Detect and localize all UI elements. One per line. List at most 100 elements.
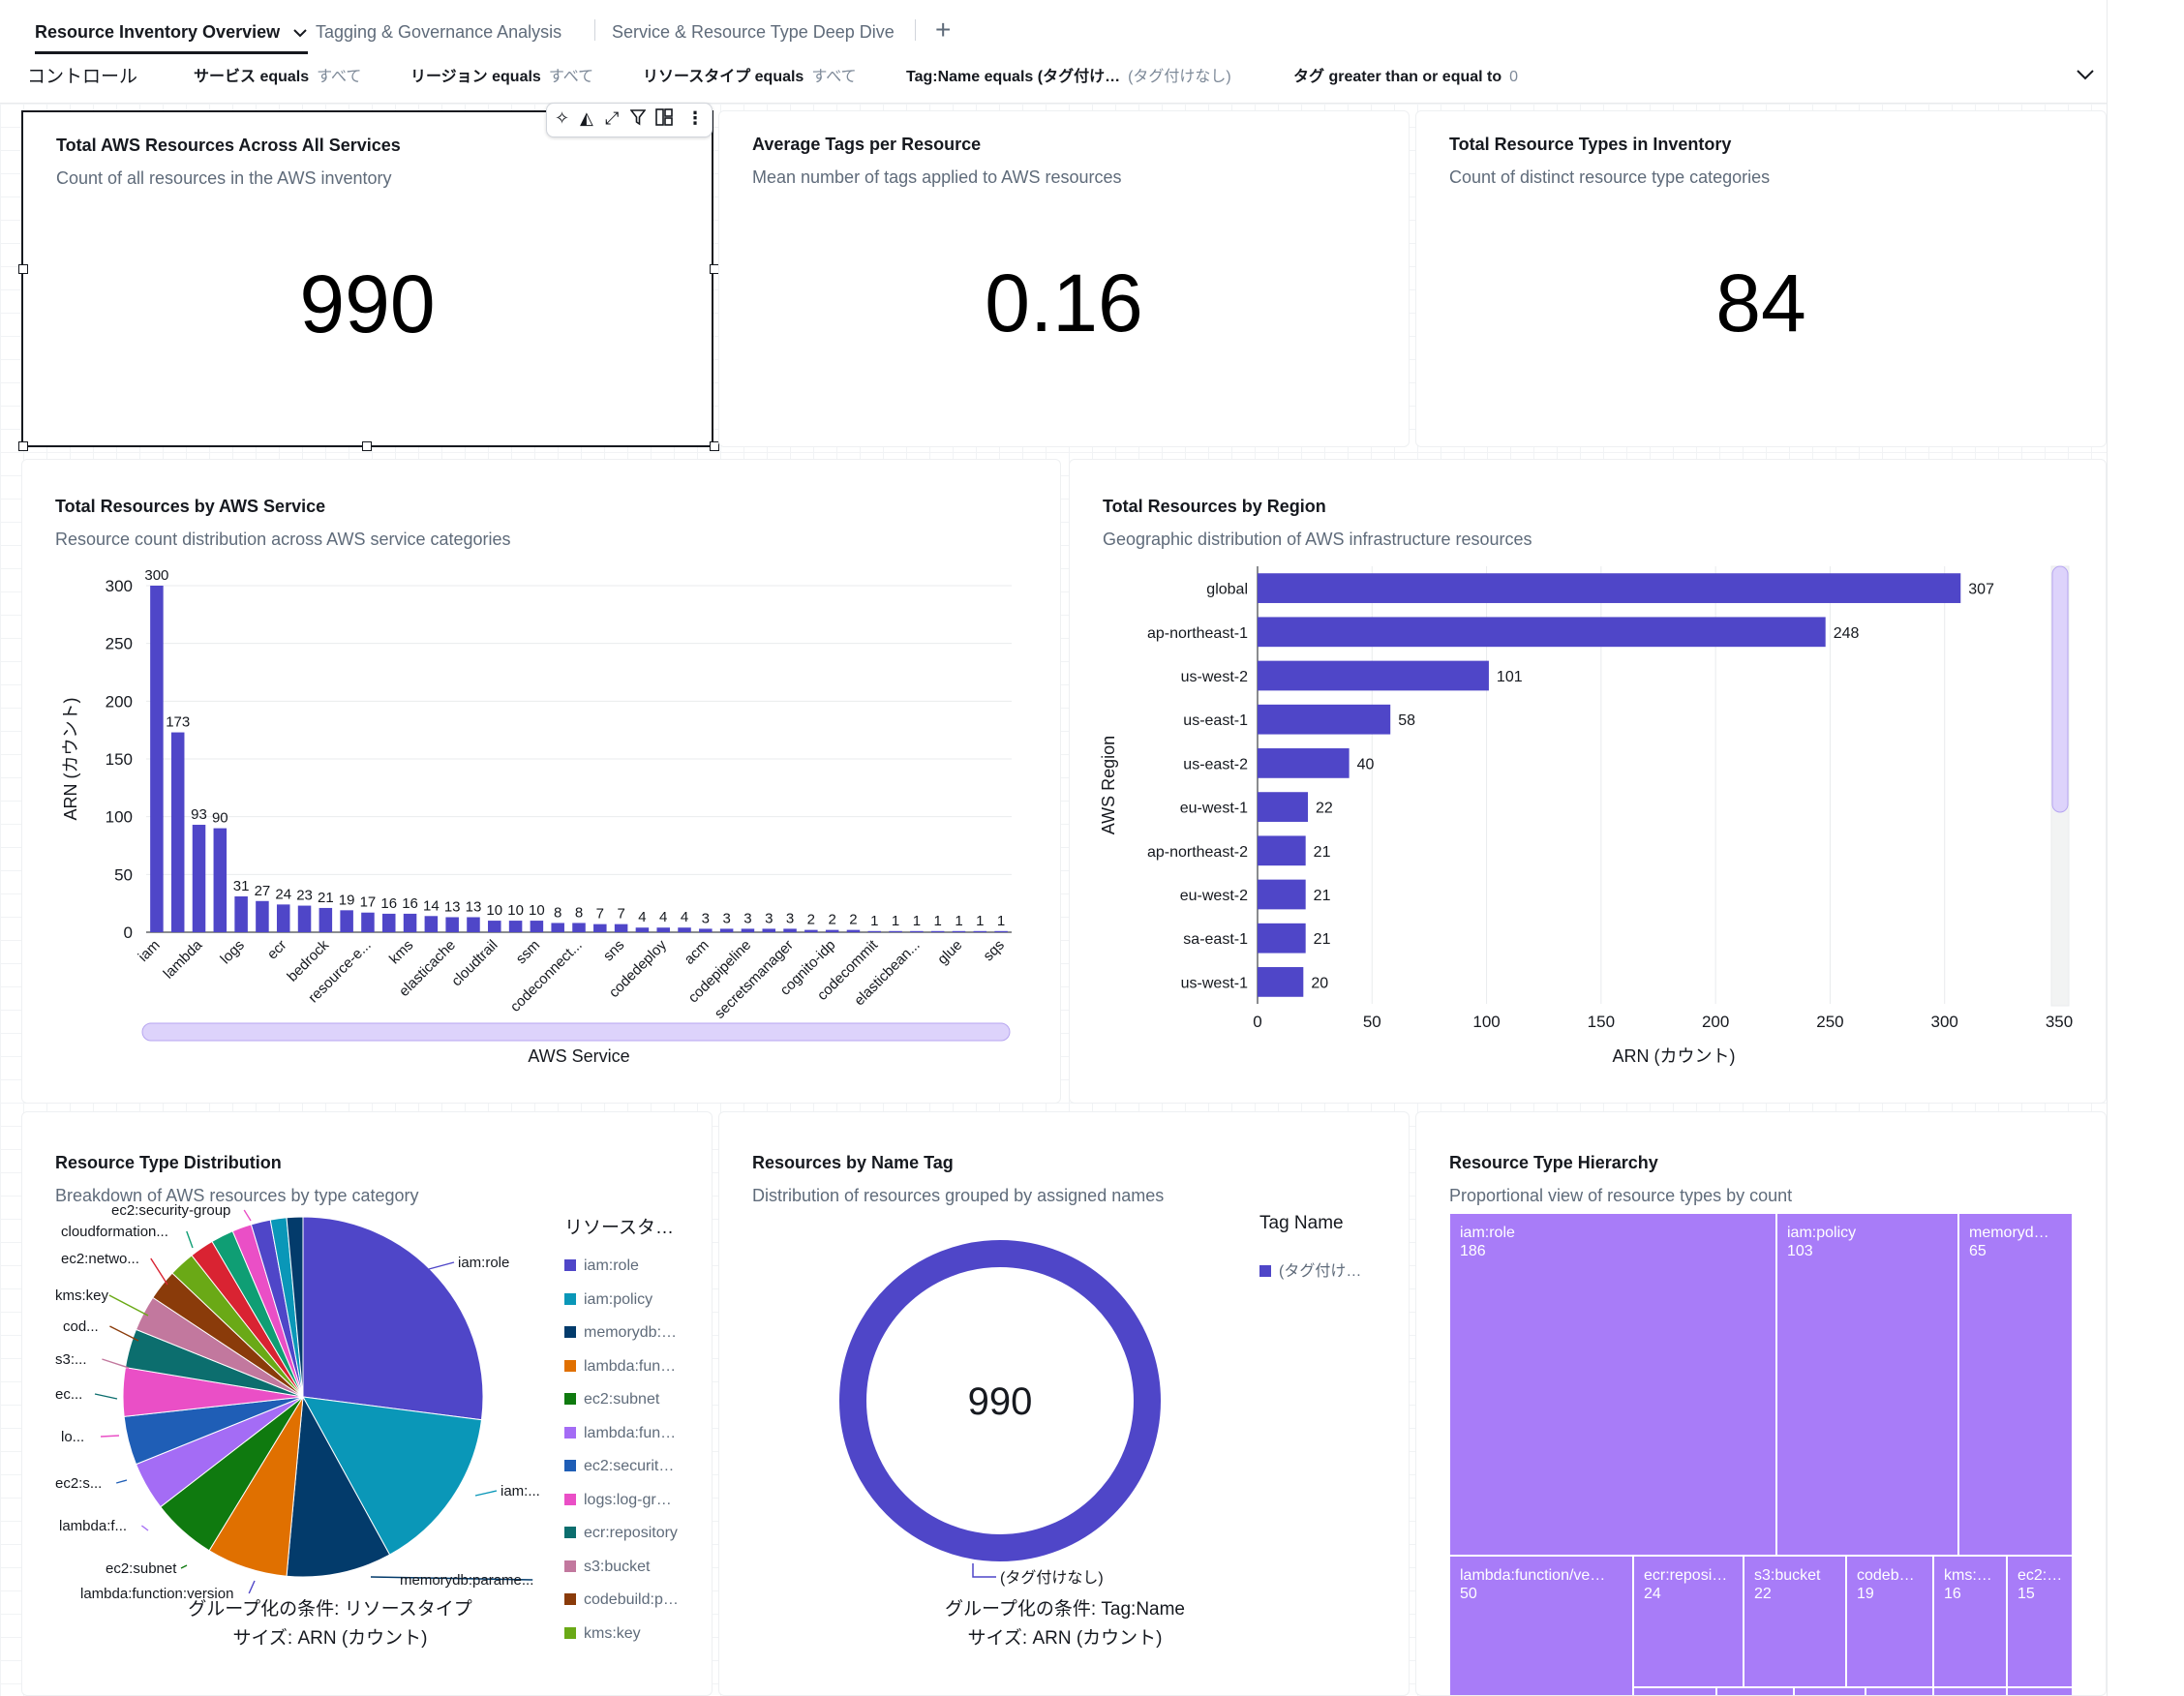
chart-type-icon[interactable]: ◭ — [580, 108, 593, 128]
slice-callout-label: kms:key — [55, 1287, 109, 1304]
bar-data-label: 1 — [934, 913, 942, 929]
y-tick-label: sa-east-1 — [1183, 931, 1248, 948]
treemap-cell[interactable] — [1933, 1687, 2007, 1695]
y-tick-label: 200 — [106, 692, 133, 711]
legend-item[interactable]: logs:log-gr… — [564, 1492, 672, 1509]
resize-handle[interactable] — [710, 441, 719, 451]
treemap-cell[interactable]: kms:… 16 — [1933, 1556, 2007, 1687]
callout-leader — [100, 1435, 120, 1438]
collapse-controls-chevron-icon[interactable] — [2076, 68, 2095, 85]
kpi-average-tags[interactable]: Average Tags per Resource Mean number of… — [718, 110, 1410, 447]
legend-item[interactable]: lambda:fun… — [564, 1358, 676, 1376]
legend-item[interactable]: iam:role — [564, 1257, 639, 1275]
legend-item[interactable]: ec2:securit… — [564, 1458, 674, 1475]
treemap-cell[interactable]: codeb… 19 — [1846, 1556, 1933, 1687]
chevron-down-icon[interactable] — [292, 0, 308, 64]
filter-value: すべて — [317, 69, 362, 85]
chart-resources-by-region[interactable]: Total Resources by Region Geographic dis… — [1069, 459, 2107, 1104]
expand-icon[interactable]: ⤢ — [605, 108, 620, 128]
legend-item[interactable]: kms:key — [564, 1625, 641, 1643]
filter-label: サービス equals — [194, 69, 310, 85]
service-bar — [234, 896, 248, 932]
kpi-resource-types[interactable]: Total Resource Types in Inventory Count … — [1415, 110, 2107, 447]
treemap-cell[interactable] — [1716, 1687, 1794, 1695]
filter-resource-type[interactable]: リソースタイプ equals すべて — [643, 54, 857, 101]
filter-service[interactable]: サービス equals すべて — [194, 54, 361, 101]
slice-callout-label: ec2:s... — [55, 1475, 102, 1492]
legend-item[interactable]: (タグ付け… — [1259, 1257, 1361, 1281]
card-subtitle: Count of distinct resource type categori… — [1449, 167, 1771, 187]
tab-tagging-governance[interactable]: Tagging & Governance Analysis — [316, 22, 562, 42]
tab-resource-inventory-overview[interactable]: Resource Inventory Overview — [35, 0, 309, 54]
service-bar — [297, 905, 312, 932]
legend-label: ecr:repository — [584, 1525, 678, 1541]
slice-callout-label: cloudformation... — [61, 1224, 168, 1240]
chart-resource-type-hierarchy[interactable]: Resource Type Hierarchy Proportional vie… — [1415, 1111, 2107, 1696]
chart-resources-by-service[interactable]: Total Resources by AWS Service Resource … — [21, 459, 1061, 1104]
service-bar — [572, 923, 586, 932]
kpi-total-resources[interactable]: ✧ ◭ ⤢ ⋮ Total AWS Resources Across All S… — [18, 103, 719, 451]
filter-icon[interactable] — [629, 108, 647, 131]
bar-data-label: 1 — [955, 913, 962, 929]
add-tab-button[interactable]: + — [935, 15, 952, 45]
y-tick-label: eu-west-1 — [1180, 801, 1248, 817]
bar-data-label: 17 — [360, 894, 377, 911]
chart-resource-type-distribution[interactable]: Resource Type Distribution Breakdown of … — [21, 1111, 713, 1696]
x-tick-label: logs — [217, 937, 247, 967]
treemap-cell-value: 65 — [1969, 1243, 1987, 1259]
treemap-cell[interactable] — [1794, 1687, 1866, 1695]
legend-item[interactable]: memorydb:… — [564, 1324, 677, 1342]
treemap-cell[interactable]: ecr:reposi… 24 — [1633, 1556, 1744, 1687]
legend-swatch — [564, 1593, 576, 1605]
treemap-cell-value: 15 — [2017, 1586, 2035, 1602]
x-tick-label: ssm — [513, 937, 543, 967]
treemap-cell[interactable]: iam:role 186 — [1449, 1213, 1776, 1556]
kpi-value: 84 — [1715, 257, 1806, 348]
chart-resources-by-name-tag[interactable]: Resources by Name Tag Distribution of re… — [718, 1111, 1410, 1696]
pie-slice — [302, 1216, 484, 1421]
legend-item[interactable]: codebuild:p… — [564, 1591, 679, 1609]
region-bar — [1258, 923, 1306, 954]
legend-item[interactable]: iam:policy — [564, 1291, 652, 1309]
bar-data-label: 173 — [166, 714, 190, 731]
filter-tag-name[interactable]: Tag:Name equals (タグ付け… (タグ付けなし) — [906, 54, 1231, 101]
treemap-cell[interactable]: ec2:… 15 — [2007, 1556, 2073, 1687]
bar-data-label: 10 — [529, 902, 545, 919]
treemap-cell[interactable]: lambda:function/ve… 50 — [1449, 1556, 1633, 1695]
callout-leader — [180, 1564, 188, 1569]
y-tick-label: global — [1206, 582, 1248, 598]
treemap-cell[interactable]: memoryd… 65 — [1958, 1213, 2073, 1556]
treemap-cell-value: 22 — [1754, 1586, 1772, 1602]
card-subtitle: Count of all resources in the AWS invent… — [56, 168, 392, 188]
service-bar — [488, 921, 501, 932]
region-bar — [1258, 792, 1309, 822]
x-tick-label: cloudtrail — [448, 937, 500, 989]
filter-tag-count[interactable]: タグ greater than or equal to 0 — [1293, 54, 1518, 101]
resize-handle[interactable] — [18, 441, 28, 451]
service-bar — [530, 921, 544, 932]
vertical-scrollbar-thumb — [2051, 565, 2069, 813]
more-options-icon[interactable]: ⋮ — [686, 108, 704, 128]
legend-item[interactable]: ec2:subnet — [564, 1391, 659, 1408]
legend-item[interactable]: s3:bucket — [564, 1559, 650, 1576]
resize-handle[interactable] — [18, 264, 28, 274]
legend-item[interactable]: lambda:fun… — [564, 1425, 676, 1442]
treemap-cell[interactable]: s3:bucket 22 — [1744, 1556, 1846, 1687]
legend-item[interactable]: ecr:repository — [564, 1525, 678, 1542]
treemap-cell-value: 16 — [1944, 1586, 1961, 1602]
tab-service-deep-dive[interactable]: Service & Resource Type Deep Dive — [612, 22, 895, 42]
treemap-cell[interactable] — [1633, 1687, 1716, 1695]
treemap-cell[interactable]: iam:policy 103 — [1776, 1213, 1958, 1556]
card-title: Average Tags per Resource — [752, 135, 982, 154]
filter-region[interactable]: リージョン equals すべて — [410, 54, 593, 101]
legend-label: (タグ付け… — [1279, 1263, 1362, 1280]
region-bar — [1258, 660, 1489, 691]
sparkle-icon[interactable]: ✧ — [555, 108, 570, 128]
card-subtitle: Geographic distribution of AWS infrastru… — [1103, 530, 1532, 549]
resize-handle[interactable] — [362, 441, 372, 451]
treemap-cell[interactable] — [1866, 1687, 1933, 1695]
layout-icon[interactable] — [655, 108, 673, 131]
service-bar — [635, 927, 650, 932]
x-tick-label: ecr — [264, 937, 290, 963]
treemap-cell[interactable] — [2007, 1687, 2073, 1695]
